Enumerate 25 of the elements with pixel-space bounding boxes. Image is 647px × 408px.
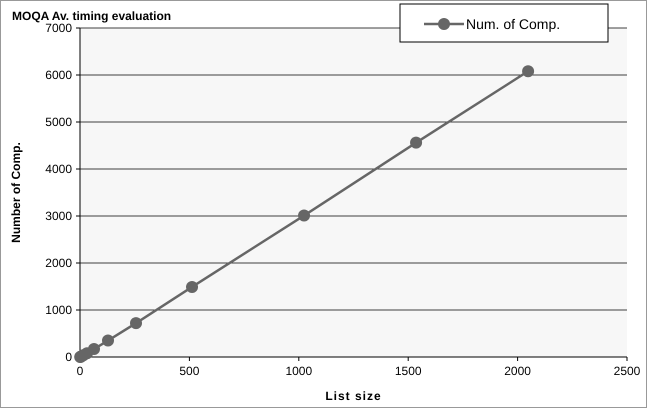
y-tick-label: 4000 [45,162,72,176]
y-axis-title: Number of Comp. [9,142,23,243]
point [186,280,198,293]
point [102,334,114,347]
y-tick-label: 2000 [45,256,72,270]
x-tick-label: 1000 [285,364,312,378]
x-tick-label: 1500 [394,364,422,378]
y-tick-label: 6000 [45,68,72,82]
y-tick-label: 1000 [45,303,72,318]
x-axis-title: List size [325,389,382,403]
y-tick-label: 3000 [45,209,72,224]
point [522,65,534,78]
y-tick-label: 7000 [45,21,72,36]
x-tick-label: 500 [179,364,200,378]
y-tick-label: 5000 [45,115,72,130]
chart-title: MOQA Av. timing evaluation [12,9,172,23]
point [130,317,142,330]
point [88,343,100,356]
point [298,210,310,222]
point [410,136,422,149]
x-tick-label: 2500 [614,364,641,378]
x-tick-label: 0 [76,364,84,378]
x-tick-label: 2000 [504,364,532,378]
legend-label: Num. of Comp. [466,16,560,32]
y-tick-label: 0 [65,350,72,364]
